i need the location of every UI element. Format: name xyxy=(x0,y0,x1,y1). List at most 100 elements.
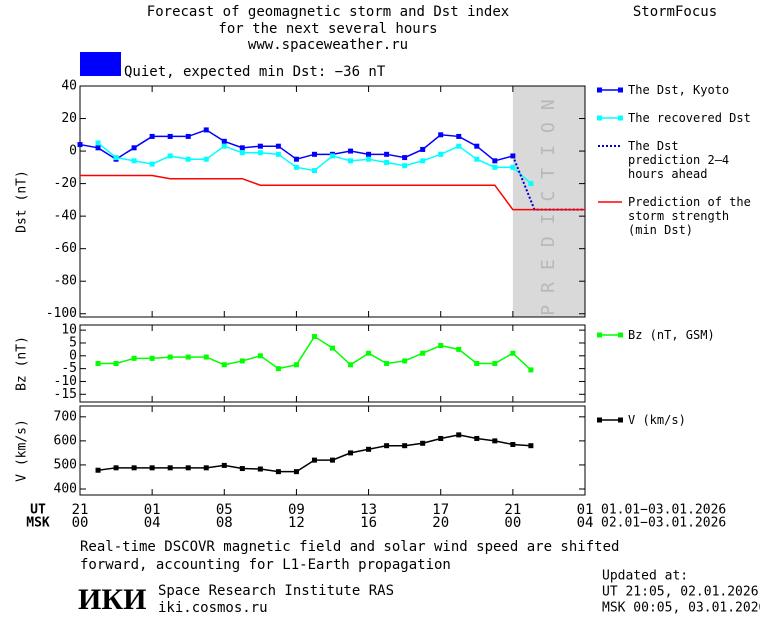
legend-entry: The Dst, Kyoto xyxy=(596,83,756,97)
marker xyxy=(492,158,498,164)
y-tick-label: 0 xyxy=(69,348,77,363)
marker xyxy=(257,150,263,156)
marker xyxy=(366,446,372,452)
marker xyxy=(185,133,191,139)
legend: The Dst, Kyoto The recovered Dst The Dst p… xyxy=(596,83,756,251)
series-line xyxy=(98,335,532,371)
marker xyxy=(420,440,426,446)
series-line xyxy=(97,434,531,473)
marker xyxy=(131,355,137,361)
caption-line: forward, accounting for L1-Earth propaga… xyxy=(80,557,451,573)
marker xyxy=(528,367,534,373)
y-tick-label: 700 xyxy=(54,409,77,424)
marker xyxy=(221,143,227,149)
marker xyxy=(528,443,534,449)
y-tick-label: -100 xyxy=(46,306,77,321)
marker xyxy=(402,358,408,364)
marker xyxy=(420,350,426,356)
legend-marker xyxy=(597,417,602,423)
x-tick-label: 09 xyxy=(288,502,305,518)
legend-marker xyxy=(597,332,602,338)
marker xyxy=(257,353,263,359)
marker xyxy=(348,148,354,154)
marker xyxy=(203,156,209,162)
legend-entry: Prediction of the storm strength (min Ds… xyxy=(596,195,756,237)
caption-line: Real-time DSCOVR magnetic field and sola… xyxy=(80,539,619,555)
series-line xyxy=(80,174,585,211)
x-tick-label: 01 xyxy=(577,502,594,518)
marker xyxy=(167,133,173,139)
y-tick-label: 0 xyxy=(69,144,77,159)
marker xyxy=(95,145,101,151)
marker xyxy=(528,181,534,187)
y-tick-label: -40 xyxy=(54,209,77,224)
marker xyxy=(131,145,137,151)
prediction-label: PREDICTION xyxy=(538,87,559,315)
marker xyxy=(311,334,317,340)
title-line: for the next several hours xyxy=(218,21,437,37)
marker xyxy=(366,151,372,157)
msk-tick-label: 12 xyxy=(288,515,305,531)
marker xyxy=(366,156,372,162)
marker xyxy=(474,361,480,366)
legend-marker xyxy=(597,115,602,121)
marker xyxy=(438,151,444,157)
marker xyxy=(438,343,444,349)
y-tick-label: 400 xyxy=(54,481,77,496)
marker xyxy=(311,151,317,157)
marker xyxy=(167,465,173,471)
x-tick-label: 05 xyxy=(216,502,233,518)
legend-entry: V (km/s) xyxy=(596,413,756,427)
marker xyxy=(95,140,101,146)
legend-label: The Dst prediction 2–4 hours ahead xyxy=(628,139,730,181)
msk-label: MSK xyxy=(26,516,50,531)
y-axis-label: Dst (nT) xyxy=(15,170,30,233)
marker xyxy=(348,362,354,368)
legend-marker xyxy=(618,332,623,338)
marker xyxy=(420,146,426,152)
legend-marker xyxy=(597,87,602,93)
marker xyxy=(384,159,390,165)
plot-frame xyxy=(79,405,586,496)
y-tick-label: 40 xyxy=(61,79,77,94)
marker xyxy=(348,158,354,164)
marker xyxy=(330,345,335,351)
msk-tick-label: 16 xyxy=(360,515,377,531)
marker xyxy=(348,450,354,456)
marker xyxy=(293,156,299,162)
marker xyxy=(275,366,281,372)
marker xyxy=(167,153,173,159)
msk-range: 02.01−03.01.2026 xyxy=(601,516,726,531)
marker xyxy=(384,151,390,157)
legend-swatch xyxy=(597,87,623,93)
title-line: www.spaceweather.ru xyxy=(248,37,408,53)
marker xyxy=(113,155,119,161)
y-tick-label: -15 xyxy=(54,387,77,402)
marker xyxy=(510,164,516,170)
marker xyxy=(221,362,227,368)
status-swatch xyxy=(80,52,121,76)
marker xyxy=(456,346,462,352)
marker xyxy=(492,164,498,170)
legend-label: The recovered Dst xyxy=(628,111,751,125)
legend-swatch xyxy=(597,417,623,423)
marker xyxy=(384,443,390,449)
marker xyxy=(239,145,245,151)
brand: StormFocus xyxy=(633,4,717,20)
marker xyxy=(492,361,498,366)
prediction-band xyxy=(512,86,585,317)
legend-swatch xyxy=(597,332,623,338)
marker xyxy=(185,354,191,360)
marker xyxy=(131,465,137,471)
marker xyxy=(420,158,426,164)
x-tick-label: 01 xyxy=(144,502,161,518)
legend-marker xyxy=(618,87,623,93)
x-tick-label: 13 xyxy=(360,502,377,518)
marker xyxy=(474,156,480,162)
marker xyxy=(492,438,498,444)
y-tick-label: 600 xyxy=(54,433,77,448)
updated-msk: MSK 00:05, 03.01.2026 xyxy=(602,601,760,616)
msk-tick-label: 04 xyxy=(577,515,594,531)
marker xyxy=(293,362,299,368)
y-axis-label: V (km/s) xyxy=(15,419,30,482)
